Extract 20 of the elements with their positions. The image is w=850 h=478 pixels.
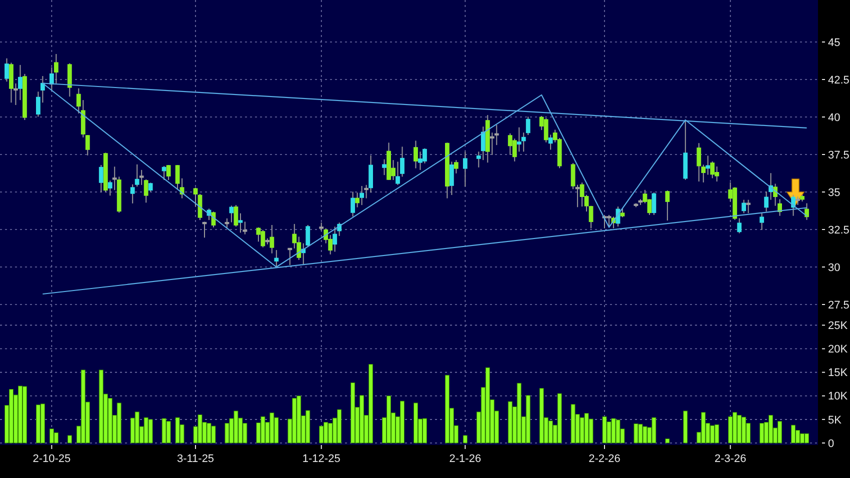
y-tick-label: 25K bbox=[828, 320, 848, 332]
y-tick-label: 37.5 bbox=[828, 149, 850, 162]
x-tick-label: 3-11-25 bbox=[176, 453, 214, 465]
x-tick-label: 2-1-26 bbox=[449, 453, 482, 465]
y-tick-label: 15K bbox=[828, 367, 848, 380]
y-tick-label: 45 bbox=[828, 36, 840, 49]
y-tick-label: 5K bbox=[828, 414, 842, 426]
x-tick-label: 2-10-25 bbox=[32, 453, 71, 465]
y-tick-label: 35 bbox=[828, 186, 840, 199]
x-tick-label: 1-12-25 bbox=[302, 453, 340, 465]
y-tick-label: 20K bbox=[828, 344, 848, 356]
x-tick-label: 2-2-26 bbox=[588, 453, 620, 465]
y-tick-label: 30 bbox=[828, 262, 840, 274]
y-tick-label: 42.5 bbox=[828, 74, 850, 86]
y-tick-label: 10K bbox=[828, 390, 848, 403]
y-tick-label: 40 bbox=[828, 112, 840, 124]
y-tick-label: 32.5 bbox=[828, 224, 850, 236]
x-tick-label: 2-3-26 bbox=[714, 453, 746, 465]
y-tick-label: 27.5 bbox=[828, 299, 850, 312]
y-tick-label: 0 bbox=[828, 438, 834, 450]
